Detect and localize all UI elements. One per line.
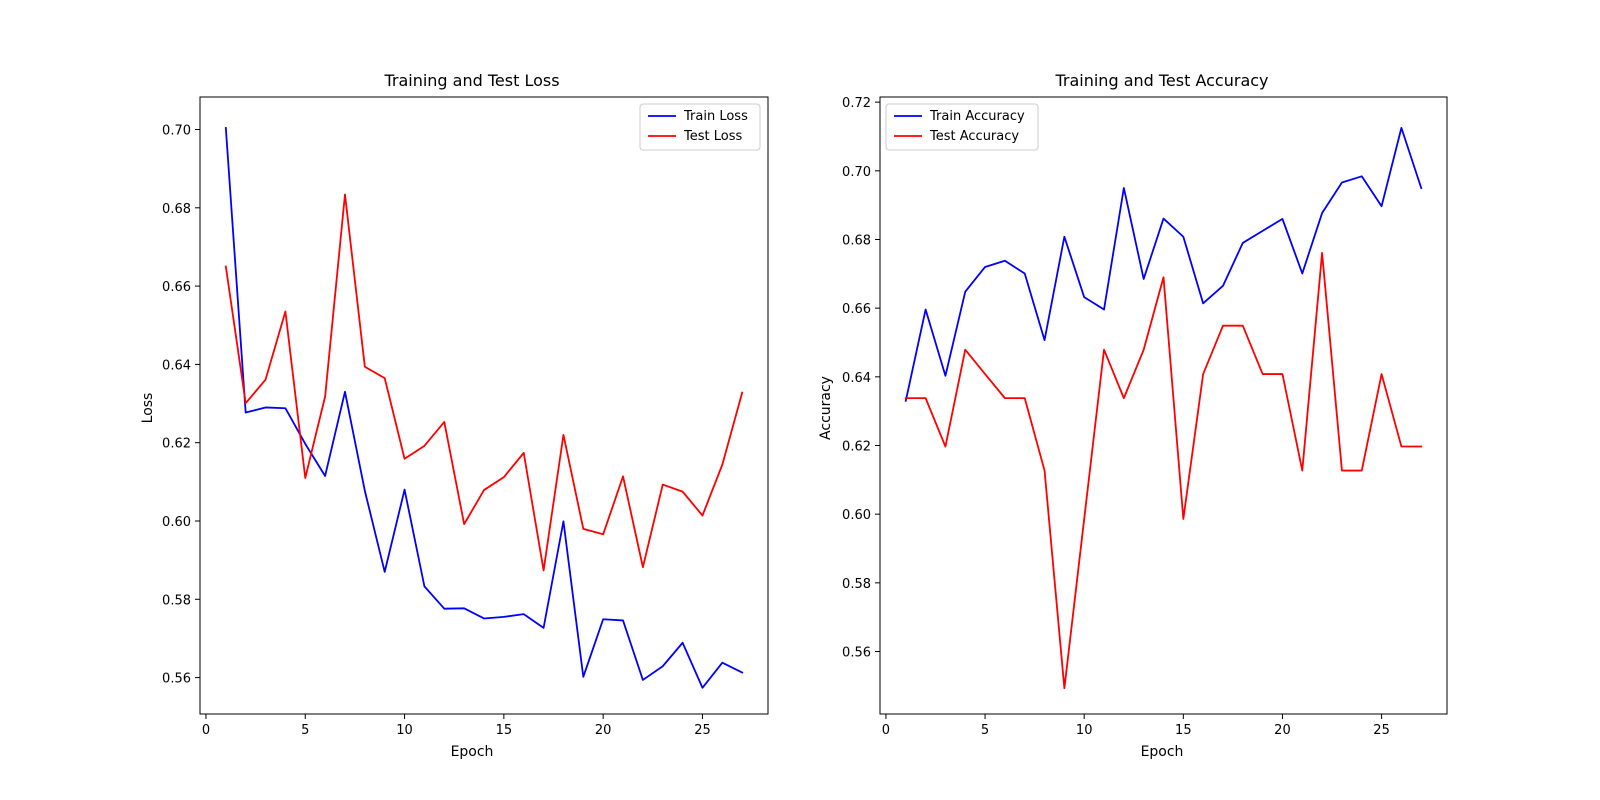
loss-chart: Training and Test Loss Epoch Loss 0 5 10 15… (140, 71, 769, 760)
y-tick-label: 0.64 (162, 358, 191, 373)
loss-chart-series (224, 126, 744, 689)
x-tick-label: 0 (882, 723, 890, 738)
y-tick-label: 0.64 (842, 371, 871, 386)
loss-chart-frame (199, 96, 769, 715)
accuracy-chart-ticks: 0 5 10 15 20 25 0.56 0.58 0.60 0.62 0.64 0.66 0.68 0.… (842, 96, 1390, 738)
x-tick-label: 25 (1373, 723, 1390, 738)
y-tick-label: 0.62 (842, 440, 871, 455)
loss-chart-legend: Train Loss Test Loss (639, 103, 761, 151)
loss-chart-ticks: 0 5 10 15 20 25 0.56 0.58 0.60 0.62 0.64 0.66 0.68 0.… (162, 123, 711, 738)
y-tick-label: 0.66 (162, 280, 191, 295)
y-tick-label: 0.72 (842, 96, 871, 111)
x-tick-label: 15 (1175, 723, 1192, 738)
x-tick-label: 25 (694, 723, 711, 738)
x-tick-label: 10 (1076, 723, 1093, 738)
x-tick-label: 20 (595, 723, 612, 738)
accuracy-chart-title: Training and Test Accuracy (1054, 71, 1268, 90)
y-tick-label: 0.66 (842, 302, 871, 317)
accuracy-chart-ylabel: Accuracy (818, 376, 834, 440)
y-tick-label: 0.70 (842, 165, 871, 180)
accuracy-chart-frame (879, 96, 1448, 715)
y-tick-label: 0.56 (162, 672, 191, 687)
x-tick-label: 5 (301, 723, 309, 738)
y-tick-label: 0.60 (842, 508, 871, 523)
x-tick-label: 20 (1274, 723, 1291, 738)
x-tick-label: 10 (396, 723, 413, 738)
y-tick-label: 0.60 (162, 515, 191, 530)
x-tick-label: 15 (496, 723, 513, 738)
y-tick-label: 0.70 (162, 123, 191, 138)
loss-chart-xlabel: Epoch (451, 744, 494, 760)
y-tick-label: 0.68 (162, 202, 191, 217)
series-line-test-accuracy (904, 251, 1423, 690)
series-line-train-accuracy (904, 127, 1423, 402)
loss-chart-title: Training and Test Loss (383, 71, 559, 90)
series-line-test-loss (224, 193, 744, 572)
y-tick-label: 0.62 (162, 437, 191, 452)
y-tick-label: 0.58 (842, 577, 871, 592)
accuracy-legend-box (885, 103, 1039, 151)
y-tick-label: 0.58 (162, 593, 191, 608)
legend-label-test-accuracy: Test Accuracy (929, 129, 1019, 144)
accuracy-chart-legend: Train Accuracy Test Accuracy (885, 103, 1039, 151)
loss-chart-ylabel: Loss (140, 393, 156, 424)
x-tick-label: 5 (981, 723, 989, 738)
accuracy-chart-xlabel: Epoch (1141, 744, 1184, 760)
y-tick-label: 0.56 (842, 646, 871, 661)
accuracy-chart-series (904, 127, 1423, 690)
y-tick-label: 0.68 (842, 233, 871, 248)
accuracy-chart: Training and Test Accuracy Epoch Accurac… (818, 71, 1448, 760)
legend-label-train-accuracy: Train Accuracy (929, 109, 1025, 124)
legend-label-test-loss: Test Loss (683, 129, 742, 144)
legend-label-train-loss: Train Loss (683, 109, 748, 124)
x-tick-label: 0 (202, 723, 210, 738)
